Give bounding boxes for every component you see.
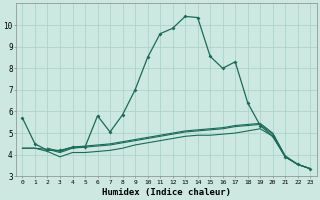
X-axis label: Humidex (Indice chaleur): Humidex (Indice chaleur) <box>102 188 231 197</box>
